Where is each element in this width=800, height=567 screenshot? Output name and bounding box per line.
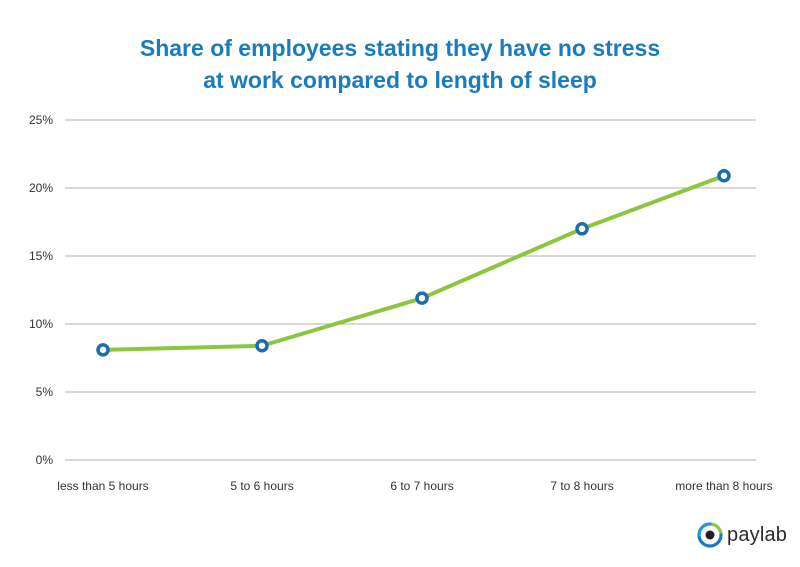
chart-title-line-1: Share of employees stating they have no … [139,35,661,61]
x-axis-tick-labels: less than 5 hours 5 to 6 hours 6 to 7 hour… [57,479,772,493]
gridlines [65,119,756,461]
x-tick-label: more than 8 hours [675,479,772,493]
x-tick-label: 6 to 7 hours [390,479,453,493]
chart-title-line-2: at work compared to length of sleep [203,67,597,93]
data-point [96,343,110,357]
data-point [415,291,429,305]
data-point [575,222,589,236]
data-point [717,169,731,183]
x-tick-label: 5 to 6 hours [230,479,293,493]
series-layer [96,169,731,357]
y-tick-label: 0% [36,453,54,467]
y-tick-label: 10% [29,317,53,331]
y-tick-label: 15% [29,249,53,263]
chart-title: Share of employees stating they have no … [0,32,800,96]
x-tick-label: less than 5 hours [57,479,148,493]
logo-text: paylab [727,523,788,546]
y-tick-label: 25% [29,113,53,127]
paylab-eye-icon [697,522,723,548]
paylab-logo: paylab [697,520,787,550]
x-tick-label: 7 to 8 hours [550,479,613,493]
y-tick-label: 5% [36,385,54,399]
data-point [255,339,269,353]
y-tick-label: 20% [29,181,53,195]
y-axis-tick-labels: 0% 5% 10% 15% 20% 25% [29,113,53,467]
